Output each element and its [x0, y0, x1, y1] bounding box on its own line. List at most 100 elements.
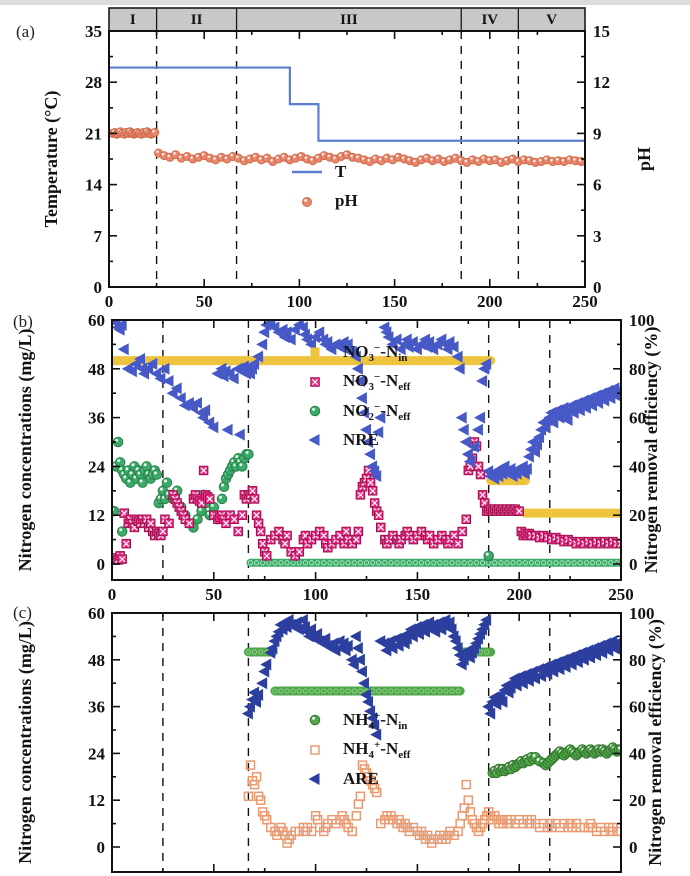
y-left-tick-label: 28: [85, 73, 102, 92]
y-right-tick-label: 60: [629, 409, 646, 428]
y-right-tick-label: 20: [629, 791, 646, 810]
phase-label: IV: [481, 12, 498, 28]
triangle-marker-icon: [308, 772, 320, 785]
x-tick-label: 250: [572, 292, 598, 311]
y-left-tick-label: 48: [88, 360, 105, 379]
x-tick-label: 200: [506, 585, 532, 604]
phase-label: V: [546, 12, 557, 28]
legend-label: T: [335, 162, 347, 181]
square-marker-icon: [310, 347, 320, 357]
y-right-tick-label: 3: [593, 227, 602, 246]
legend-b: NO3−-Nin NO3−-Neff NO2−-Neff NRE: [298, 342, 410, 460]
square-marker-icon: [310, 376, 320, 387]
legend-item: T: [290, 162, 358, 182]
series-T: [109, 66, 585, 142]
legend-item: NRE: [298, 430, 410, 450]
panel-b: 0 50 100 150 200 25001224364860020406080100Ni…: [15, 311, 662, 604]
x-tick-label: 250: [608, 585, 634, 604]
y-left-tick-label: 48: [88, 651, 105, 670]
panel-a: 0 50 100 150 200 250071421283503691215Tempera…: [41, 22, 654, 311]
series-NRE: [112, 320, 621, 485]
legend-item: NO3−-Neff: [298, 371, 411, 394]
square-marker-icon: [310, 744, 320, 755]
x-tick-label: 0: [105, 292, 114, 311]
legend-label: ARE: [343, 768, 379, 788]
y-left-tick-label: 24: [88, 744, 106, 763]
line-marker-icon: [292, 170, 322, 174]
panel-c: 0 12 24 36 48 60 0 20 40 60 80 100 Nitrogen concentr…: [15, 604, 666, 873]
legend-item: ARE: [298, 769, 410, 789]
y-left-tick-label: 21: [85, 124, 102, 143]
y-left-tick-label: 24: [88, 457, 106, 476]
y-left-tick-label: 35: [85, 22, 102, 41]
y-right-tick-label: 0: [593, 278, 602, 297]
legend-label: NO3−-Neff: [343, 371, 411, 394]
legend-label: NH4+-Nin: [343, 710, 408, 732]
scan-margin: [0, 0, 690, 5]
legend-item: NH4+-Neff: [298, 739, 410, 761]
legend-label: NRE: [343, 430, 379, 450]
panel-b-letter: (b): [13, 312, 33, 331]
y-left-tick-label: 12: [88, 506, 105, 525]
y-right-tick-label: 100: [629, 311, 655, 330]
legend-item: pH: [290, 191, 358, 211]
y-left-tick-label: 0: [97, 838, 106, 857]
y-right-tick-label: 9: [593, 124, 602, 143]
y-right-tick-label: 40: [629, 744, 646, 763]
y-right-tick-label: 12: [593, 73, 610, 92]
x-tick-label: 200: [477, 292, 503, 311]
series-ARE: [241, 614, 621, 741]
y-right-tick-label: 80: [629, 360, 646, 379]
y-right-tick-label: 6: [593, 176, 602, 195]
circle-marker-icon: [309, 714, 321, 726]
y-right-tick-label: 60: [629, 698, 646, 717]
series-pH: [109, 127, 585, 167]
phase-label: I: [130, 12, 136, 28]
x-tick-label: 150: [382, 292, 408, 311]
y-left-axis-title: Nitrogen concentrations (mg/L): [15, 329, 36, 572]
y-left-axis-title: Nitrogen concentrations (mg/L): [15, 621, 36, 864]
phase-label: III: [340, 12, 358, 28]
y-right-tick-label: 20: [629, 506, 646, 525]
y-right-tick-label: 0: [629, 555, 638, 574]
x-tick-label: 50: [196, 292, 213, 311]
legend-label: pH: [335, 191, 358, 211]
y-left-tick-label: 36: [88, 409, 105, 428]
y-left-tick-label: 12: [88, 791, 105, 810]
legend-label: NO2−-Neff: [343, 400, 411, 423]
y-left-tick-label: 60: [88, 604, 105, 623]
y-right-tick-label: 0: [629, 838, 638, 857]
y-left-tick-label: 0: [97, 555, 106, 574]
y-right-axis-title: Nitrogen removal efficiency (%): [645, 619, 666, 866]
legend-label: NO3−-Nin: [343, 342, 408, 364]
legend-item: NO3−-Nin: [298, 342, 410, 364]
y-right-tick-label: 100: [629, 604, 655, 623]
y-left-tick-label: 60: [88, 311, 105, 330]
series-NO3-Neff: [112, 437, 621, 565]
x-tick-label: 0: [108, 585, 117, 604]
series-NH4-Neff: [243, 760, 621, 848]
circle-marker-icon: [302, 196, 312, 207]
phase-band: I II III IV V: [108, 7, 586, 32]
y-left-tick-label: 0: [94, 278, 103, 297]
legend-item: NH4+-Nin: [298, 710, 410, 732]
y-left-tick-label: 7: [94, 227, 103, 246]
y-right-tick-label: 40: [629, 457, 646, 476]
y-right-axis-title: Nitrogen removal efficiency (%): [641, 327, 662, 574]
y-left-axis-title: Temperature (°C): [41, 91, 62, 228]
y-left-tick-label: 14: [85, 176, 103, 195]
panel-a-letter: (a): [16, 22, 35, 41]
panel-c-letter: (c): [13, 603, 32, 622]
triangle-marker-icon: [308, 434, 320, 447]
series-NH4-Nin: [487, 742, 621, 779]
x-tick-label: 150: [405, 585, 431, 604]
legend-item: NO2−-Neff: [298, 400, 411, 423]
legend-c: NH4+-Nin NH4+-Neff ARE: [298, 710, 410, 798]
x-tick-label: 100: [303, 585, 329, 604]
circle-marker-icon: [309, 405, 321, 417]
y-right-tick-label: 15: [593, 22, 610, 41]
y-right-tick-label: 80: [629, 651, 646, 670]
y-right-axis-title: pH: [634, 147, 654, 171]
